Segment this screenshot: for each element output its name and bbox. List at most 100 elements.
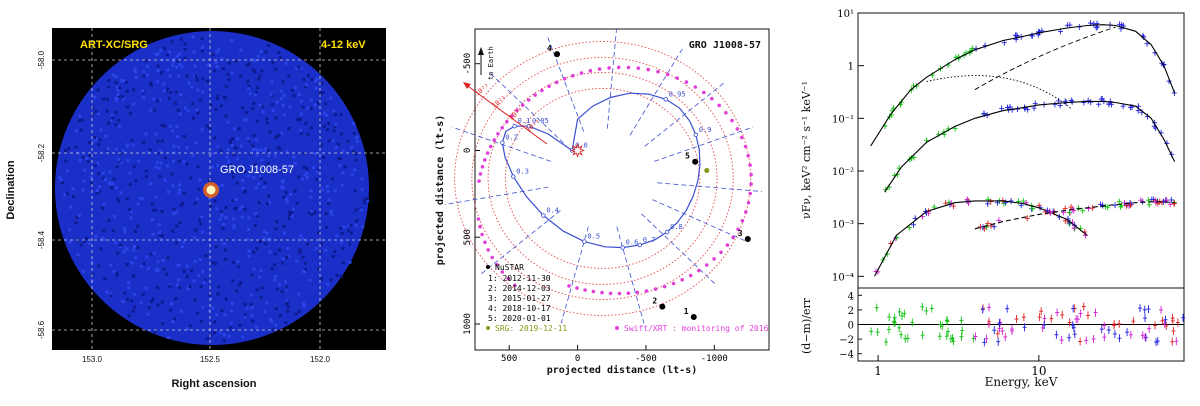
noise-pixel [142, 74, 146, 78]
noise-pixel [315, 178, 319, 182]
noise-pixel [125, 197, 129, 201]
legend-nustar-marker [486, 265, 490, 269]
noise-pixel [166, 68, 170, 72]
noise-pixel [296, 117, 300, 121]
noise-pixel [259, 268, 263, 272]
noise-pixel [329, 278, 333, 282]
noise-pixel [340, 183, 344, 187]
noise-pixel [229, 138, 233, 142]
noise-pixel [251, 147, 255, 151]
noise-pixel [127, 286, 131, 290]
noise-pixel [274, 67, 278, 71]
noise-pixel [274, 154, 278, 158]
swift-point [483, 158, 487, 162]
noise-pixel [218, 217, 222, 221]
component-curve [974, 26, 1116, 91]
noise-pixel [178, 112, 182, 116]
noise-pixel [285, 197, 289, 201]
noise-pixel [324, 212, 328, 216]
noise-pixel [291, 207, 295, 211]
noise-pixel [166, 336, 170, 339]
noise-pixel [295, 259, 299, 263]
noise-pixel [171, 229, 175, 233]
noise-pixel [171, 212, 175, 216]
phase-marker [512, 123, 517, 129]
swift-point [496, 132, 500, 136]
earth-label: to Earth [487, 46, 495, 80]
noise-pixel [123, 230, 127, 234]
noise-pixel [156, 52, 160, 56]
swift-point [665, 72, 670, 77]
swift-point [697, 268, 701, 273]
noise-pixel [175, 55, 179, 58]
noise-pixel [281, 180, 285, 184]
noise-pixel [232, 217, 236, 221]
noise-pixel [284, 280, 287, 284]
swift-point [591, 289, 596, 294]
noise-pixel [285, 287, 289, 291]
noise-pixel [154, 165, 158, 169]
noise-pixel [305, 176, 309, 179]
noise-pixel [267, 44, 270, 48]
noise-pixel [270, 80, 274, 84]
legend-swift-label: Swift/XRT : monitoring of 2016 [624, 324, 769, 333]
noise-pixel [299, 131, 303, 135]
noise-pixel [176, 59, 180, 63]
x-tick-label: -500 [635, 354, 657, 364]
noise-pixel [163, 124, 167, 128]
density-ring [471, 57, 734, 300]
noise-pixel [299, 234, 303, 238]
noise-pixel [159, 48, 163, 52]
noise-pixel [252, 101, 256, 105]
noise-pixel [355, 219, 359, 223]
noise-pixel [196, 111, 200, 115]
noise-pixel [276, 146, 280, 150]
swift-point [748, 191, 752, 196]
phase-spoke [479, 210, 561, 276]
noise-pixel [264, 147, 268, 151]
noise-pixel [240, 215, 244, 219]
noise-pixel [208, 293, 212, 297]
phase-marker [582, 239, 587, 244]
noise-pixel [182, 269, 186, 273]
noise-pixel [284, 302, 288, 306]
noise-pixel [308, 278, 312, 282]
swift-point [506, 277, 511, 281]
noise-pixel [148, 148, 152, 152]
swift-point [749, 182, 753, 186]
noise-pixel [309, 107, 313, 111]
noise-pixel [96, 172, 100, 176]
noise-pixel [271, 328, 275, 332]
legend-nustar-row: 1: 2012-11-30 [488, 274, 551, 283]
noise-pixel [335, 234, 339, 238]
noise-pixel [218, 330, 222, 334]
noise-pixel [117, 94, 121, 98]
noise-pixel [281, 257, 285, 261]
residual-axis-label: (d−m)/err [800, 297, 813, 354]
noise-pixel [186, 287, 190, 291]
noise-pixel [268, 237, 271, 241]
noise-pixel [237, 265, 241, 269]
noise-pixel [164, 156, 167, 160]
noise-pixel [142, 70, 146, 74]
noise-pixel [159, 149, 162, 153]
noise-pixel [125, 89, 129, 93]
noise-pixel [231, 175, 235, 179]
noise-pixel [190, 85, 194, 89]
phase-spoke [657, 182, 762, 192]
noise-pixel [74, 145, 78, 149]
noise-pixel [82, 179, 86, 183]
noise-pixel [86, 159, 90, 163]
noise-pixel [87, 241, 91, 245]
noise-pixel [96, 112, 100, 116]
noise-pixel [200, 128, 204, 132]
noise-pixel [214, 60, 218, 64]
noise-pixel [245, 307, 249, 311]
noise-pixel [121, 299, 125, 303]
noise-pixel [173, 101, 177, 105]
noise-pixel [239, 281, 243, 285]
density-ring [487, 72, 718, 285]
noise-pixel [115, 271, 119, 275]
noise-pixel [69, 205, 73, 209]
noise-pixel [349, 224, 353, 228]
